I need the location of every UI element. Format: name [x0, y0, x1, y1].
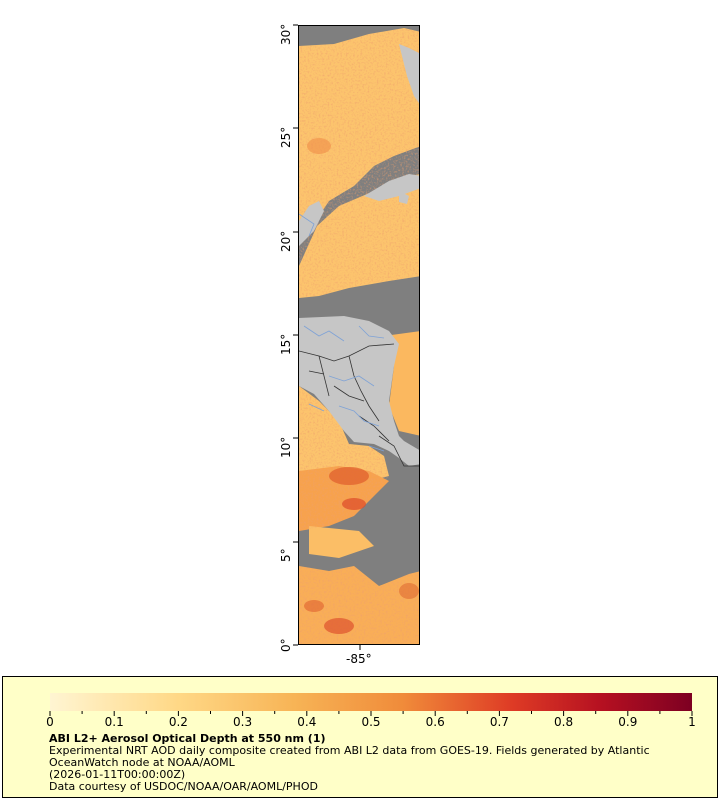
- colorbar-tick-label: 0.5: [361, 715, 381, 729]
- legend-panel: 0 0.1 0.2 0.3 0.4 0.5 0.6 0.7 0.8 0.9 1 ABI L2+ Ae…: [2, 676, 718, 798]
- land-mass: [299, 44, 419, 466]
- legend-text: ABI L2+ Aerosol Optical Depth at 550 nm …: [49, 733, 709, 793]
- colorbar-tick-label: 1: [688, 715, 696, 729]
- lon-ticks: [359, 644, 361, 650]
- colorbar-ticks: [49, 711, 693, 716]
- colorbar-tick-label: 0.4: [297, 715, 317, 729]
- lat-label-10: 10°: [279, 436, 293, 458]
- lat-label-15: 15°: [279, 333, 293, 355]
- legend-title: ABI L2+ Aerosol Optical Depth at 550 nm …: [49, 732, 326, 745]
- aod-map: [298, 25, 420, 645]
- colorbar-tick-label: 0.6: [425, 715, 445, 729]
- colorbar-tick-label: 0.7: [489, 715, 509, 729]
- colorbar-tick-label: 0.1: [104, 715, 124, 729]
- lat-label-0: 0°: [279, 638, 293, 652]
- colorbar-tick-label: 0: [46, 715, 54, 729]
- aod-map-graphic: [299, 28, 419, 644]
- colorbar-tick-label: 0.9: [618, 715, 638, 729]
- legend-description: Experimental NRT AOD daily composite cre…: [49, 744, 650, 769]
- aod-texture: [299, 28, 419, 644]
- rivers: [299, 213, 385, 452]
- legend-date: (2026-01-11T00:00:00Z): [49, 768, 186, 781]
- lon-label-85: -85°: [346, 652, 372, 666]
- country-borders: [299, 343, 419, 467]
- aod-hotspots: [304, 138, 419, 634]
- colorbar: [50, 693, 692, 711]
- colorbar-tick-label: 0.2: [168, 715, 188, 729]
- colorbar-tick-label: 0.3: [233, 715, 253, 729]
- legend-credit: Data courtesy of USDOC/NOAA/OAR/AOML/PHO…: [49, 780, 318, 793]
- lat-label-5: 5°: [279, 548, 293, 562]
- lat-label-25: 25°: [279, 126, 293, 148]
- lat-label-30: 30°: [279, 23, 293, 45]
- lat-ticks: [293, 24, 298, 646]
- colorbar-tick-label: 0.8: [554, 715, 574, 729]
- lat-label-20: 20°: [279, 230, 293, 252]
